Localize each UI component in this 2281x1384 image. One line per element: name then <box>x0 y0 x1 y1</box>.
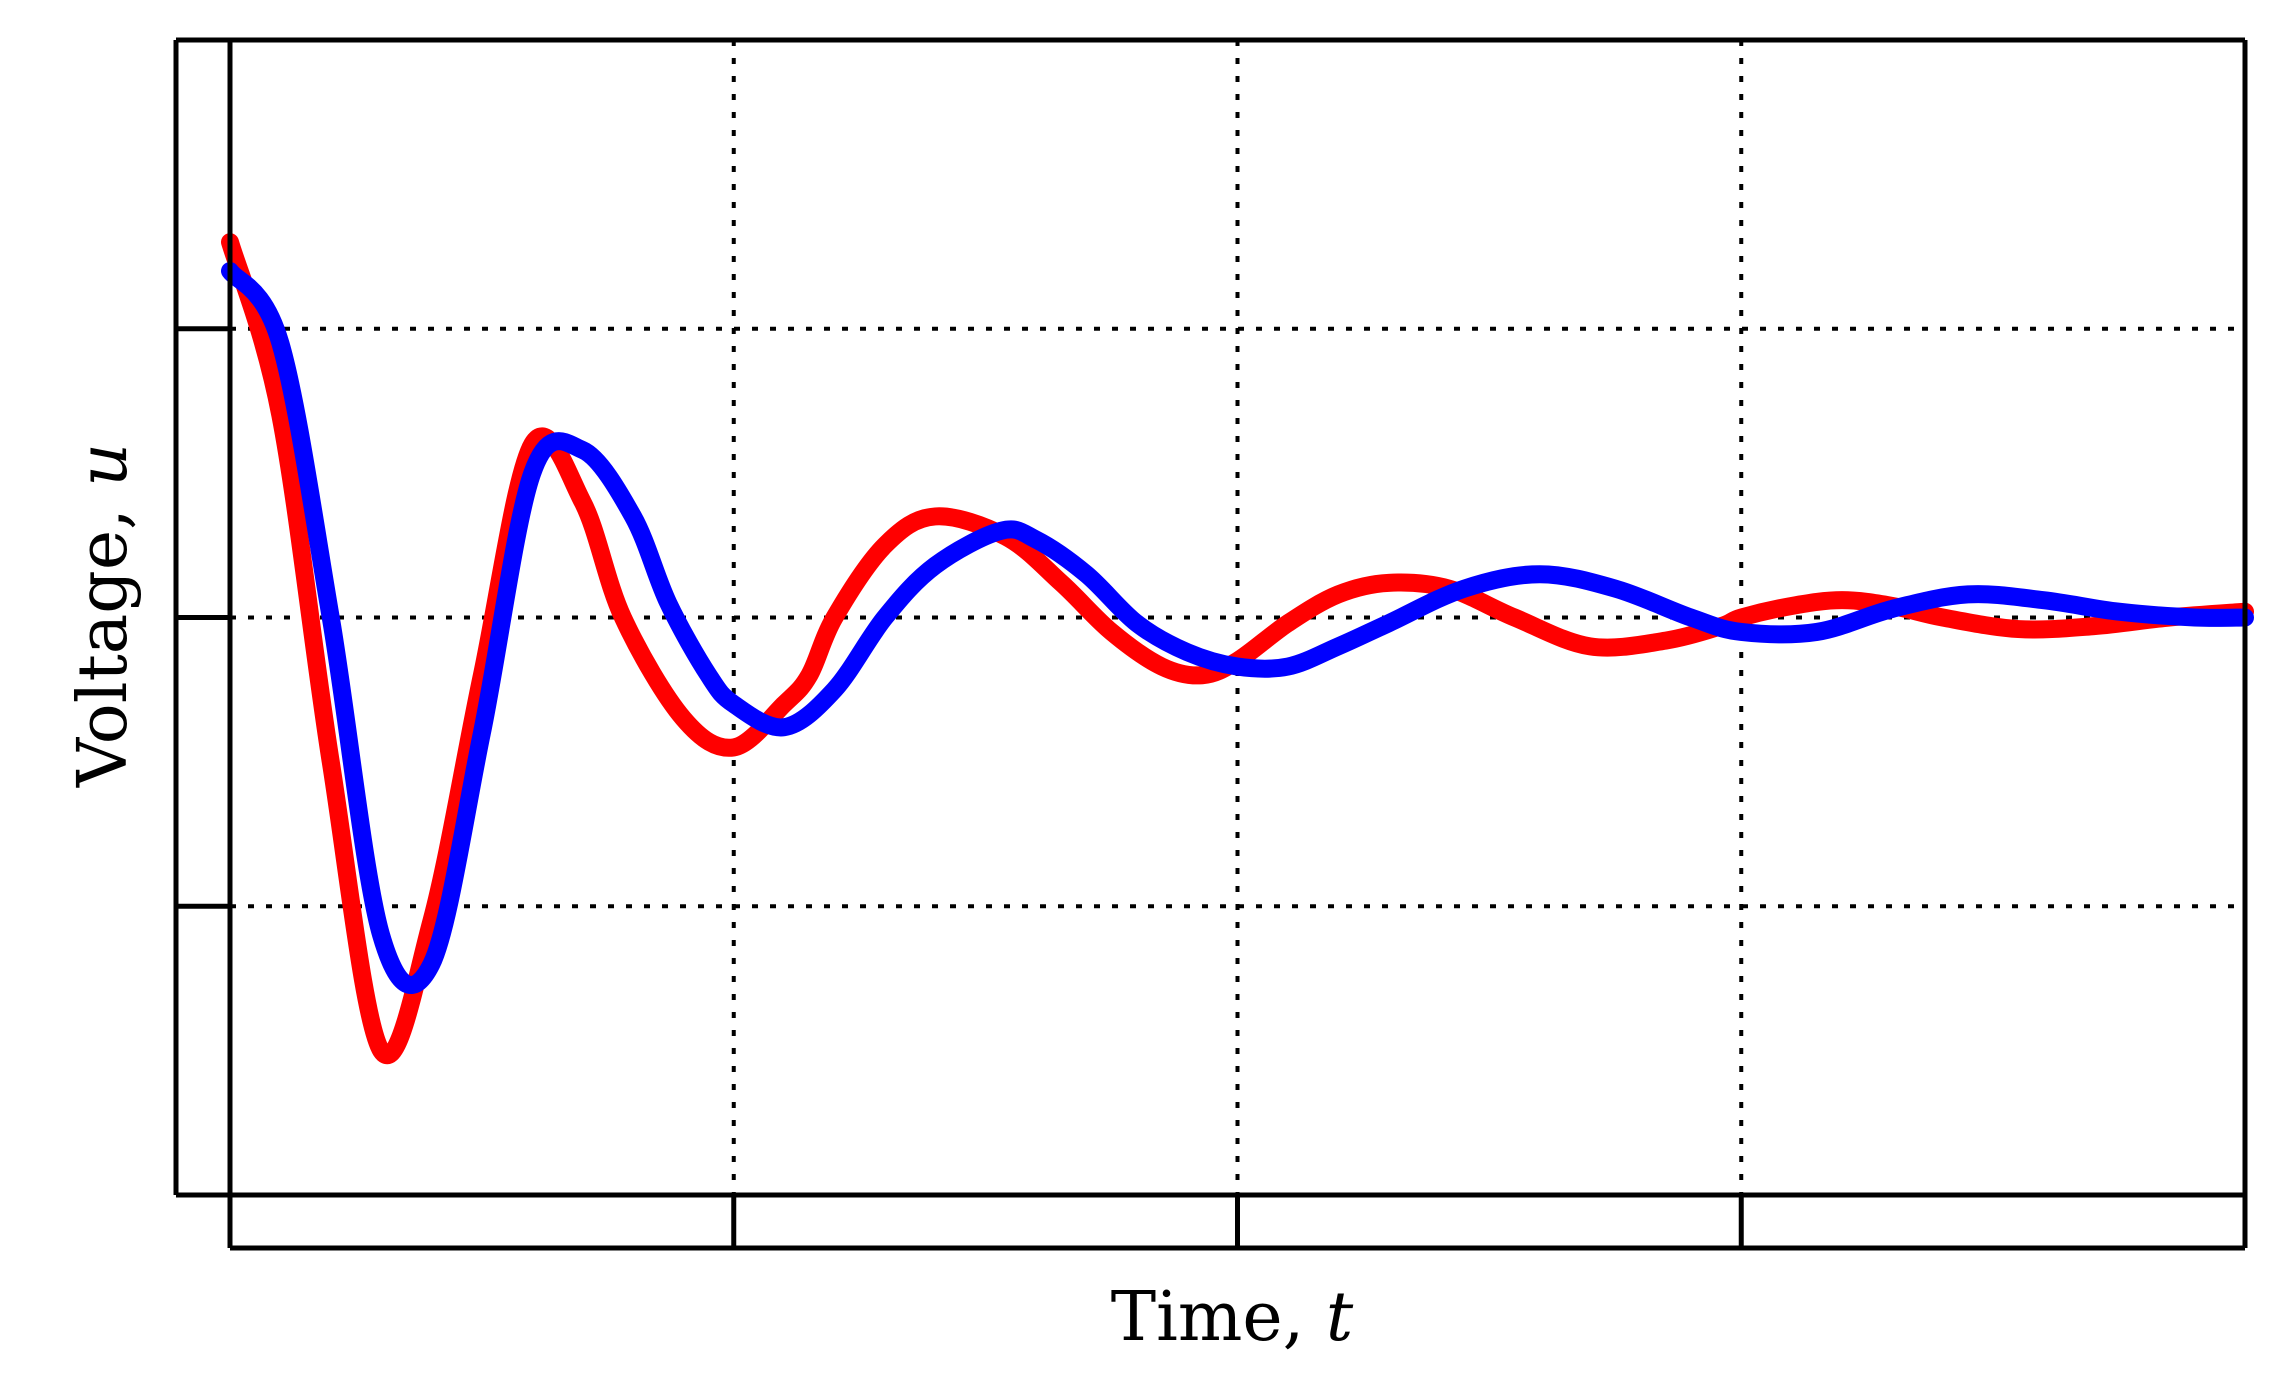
x-axis-label: Time, t <box>1111 1278 1354 1357</box>
series-group <box>221 233 2254 1065</box>
x-axis-label-text: Time, <box>1111 1278 1326 1357</box>
y-axis-label-text: Voltage, <box>64 487 143 788</box>
y-axis-label: Voltage, u <box>64 443 143 788</box>
series-line-blue <box>221 262 2254 994</box>
y-axis-label-variable: u <box>64 443 143 487</box>
axes <box>173 37 2248 1251</box>
x-axis-label-variable: t <box>1326 1278 1354 1357</box>
series-line-red <box>221 233 2254 1065</box>
